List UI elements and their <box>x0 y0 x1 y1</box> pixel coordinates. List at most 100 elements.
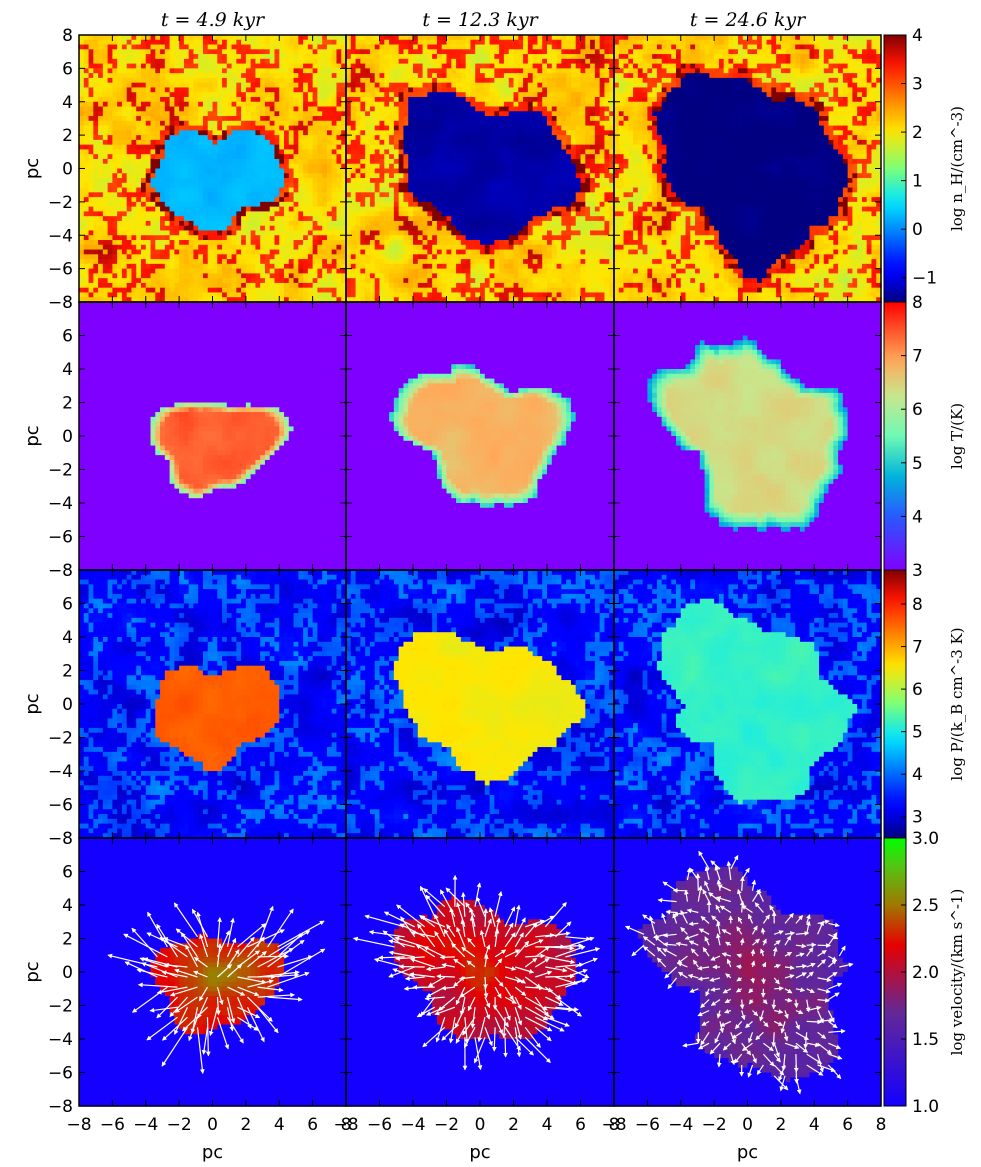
velocity-arrow <box>642 914 656 924</box>
y-tick-label: −6 <box>48 260 73 280</box>
velocity-arrow <box>803 1032 809 1049</box>
velocity-arrow <box>484 996 491 1009</box>
y-tick-label: −6 <box>48 796 73 816</box>
velocity-arrow <box>504 906 516 928</box>
y-tick-label: 2 <box>62 930 73 950</box>
quiver-col1 <box>107 902 326 1075</box>
velocity-arrow <box>484 1027 493 1047</box>
velocity-arrow <box>174 996 198 1013</box>
velocity-arrow <box>759 1010 764 1022</box>
velocity-arrow <box>436 973 455 979</box>
colorbar-tick-label: 3 <box>912 808 923 828</box>
y-tick-label: −8 <box>48 561 73 581</box>
velocity-arrow <box>784 965 795 970</box>
colorbar-label: log P/(k_B cm^-3 K) <box>948 627 966 780</box>
panel-temperature-col3 <box>614 302 882 571</box>
velocity-arrow <box>817 1031 827 1039</box>
velocity-arrow <box>784 988 793 994</box>
x-tick-label: 4 <box>274 1115 285 1135</box>
velocity-arrow <box>470 1007 476 1029</box>
velocity-arrow <box>715 896 731 903</box>
y-axis-label: pc <box>22 693 43 714</box>
colorbar-tick-label: 7 <box>912 638 923 658</box>
velocity-arrow <box>504 966 517 971</box>
velocity-arrow <box>705 988 710 997</box>
velocity-arrow <box>514 976 527 984</box>
velocity-arrow <box>784 931 796 936</box>
velocity-arrow <box>733 1053 743 1064</box>
x-tick-label: −2 <box>434 1115 459 1135</box>
velocity-arrow <box>383 911 415 928</box>
velocity-arrow <box>740 1010 746 1021</box>
x-tick-label: 8 <box>341 1115 352 1135</box>
y-tick-label: 2 <box>62 394 73 414</box>
velocity-arrow <box>483 976 488 990</box>
velocity-arrow <box>750 977 756 984</box>
velocity-arrow <box>534 1026 552 1042</box>
velocity-arrow <box>697 1009 710 1017</box>
y-tick-label: 4 <box>62 360 73 380</box>
velocity-arrow <box>795 1042 809 1053</box>
velocity-arrow <box>784 1010 789 1020</box>
velocity-arrow <box>156 996 178 1019</box>
velocity-arrow <box>423 888 446 908</box>
velocity-arrow <box>730 854 739 870</box>
velocity-arrow <box>686 908 699 914</box>
velocity-arrow <box>466 960 476 968</box>
panel-pressure-col2 <box>346 570 615 839</box>
velocity-arrow <box>695 873 701 891</box>
velocity-arrow <box>828 1053 843 1060</box>
velocity-arrow <box>267 939 305 968</box>
velocity-arrow <box>455 1027 466 1044</box>
velocity-arrow <box>828 982 843 990</box>
velocity-arrow <box>784 974 795 979</box>
x-tick-label: 0 <box>475 1115 486 1135</box>
velocity-arrow <box>717 884 732 892</box>
velocity-arrow <box>664 966 678 979</box>
velocity-arrow <box>514 986 527 996</box>
velocity-arrow <box>673 911 688 917</box>
velocity-arrow <box>828 922 840 928</box>
velocity-arrow <box>688 921 699 927</box>
velocity-arrow <box>745 1020 753 1029</box>
velocity-arrow <box>525 953 546 959</box>
velocity-arrow <box>237 936 255 958</box>
velocity-arrow <box>477 1017 486 1043</box>
velocity-arrow <box>725 941 732 947</box>
velocity-arrow <box>198 986 209 1002</box>
velocity-arrow <box>710 999 721 1006</box>
velocity-arrow <box>524 996 548 1011</box>
velocity-arrow <box>197 996 209 1019</box>
velocity-arrow <box>459 986 476 998</box>
velocity-arrow <box>476 896 486 917</box>
velocity-arrow <box>216 1017 230 1050</box>
velocity-arrow <box>196 911 209 948</box>
y-tick-label: 8 <box>62 26 73 46</box>
panel-density-col1 <box>79 35 347 303</box>
velocity-arrow <box>748 913 754 924</box>
velocity-arrow <box>784 912 794 924</box>
velocity-arrow <box>257 970 300 978</box>
column-title: t = 24.6 kyr <box>690 9 807 31</box>
velocity-arrow <box>793 999 799 1009</box>
colorbar-tick-label: 8 <box>912 595 923 615</box>
velocity-arrow <box>514 917 526 938</box>
velocity-arrow <box>156 986 188 995</box>
velocity-arrow <box>700 915 710 924</box>
velocity-arrow <box>162 1016 188 1041</box>
velocity-arrow <box>494 949 507 958</box>
colorbar-tick-label: 7 <box>912 347 923 367</box>
velocity-arrow <box>555 962 584 968</box>
velocity-arrow <box>701 1020 710 1026</box>
velocity-arrow <box>473 1037 486 1064</box>
velocity-arrow <box>656 946 667 957</box>
velocity-arrow <box>750 948 756 957</box>
velocity-arrow <box>514 996 522 1010</box>
velocity-arrow <box>415 944 436 958</box>
axis-ticks <box>78 34 882 1107</box>
velocity-arrow <box>751 879 757 891</box>
velocity-arrow <box>716 921 721 935</box>
velocity-arrow <box>741 905 753 914</box>
velocity-arrow <box>257 992 296 998</box>
velocity-arrow <box>688 940 699 946</box>
